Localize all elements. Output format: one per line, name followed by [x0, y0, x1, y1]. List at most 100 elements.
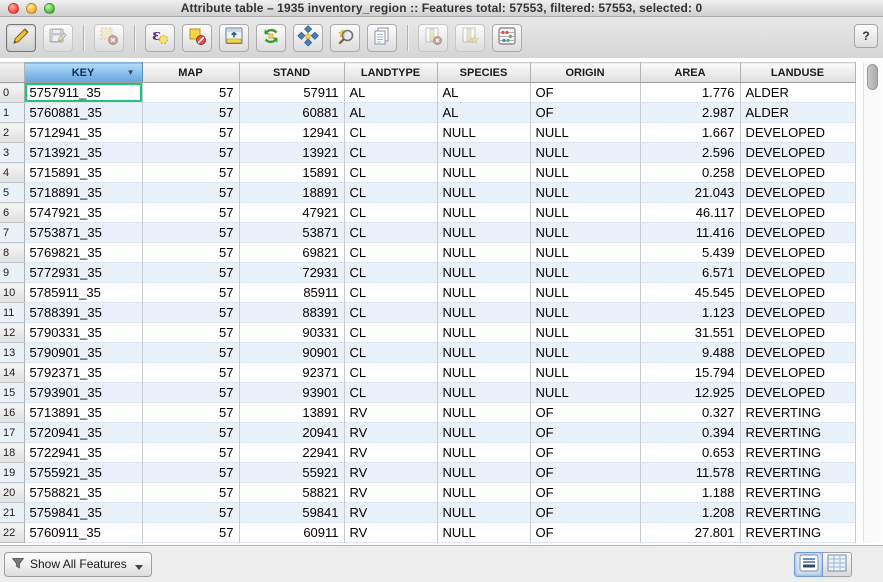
row-number[interactable]: 21 [0, 502, 25, 523]
cell-landtype[interactable]: CL [344, 302, 438, 323]
cell-origin[interactable]: OF [530, 522, 641, 543]
delete-column-button[interactable] [418, 23, 448, 52]
cell-area[interactable]: 6.571 [640, 262, 741, 283]
cell-map[interactable]: 57 [142, 482, 240, 503]
row-number[interactable]: 3 [0, 142, 25, 163]
cell-landuse[interactable]: ALDER [740, 82, 856, 103]
cell-origin[interactable]: NULL [530, 142, 641, 163]
pan-map-to-selected-button[interactable] [293, 23, 323, 52]
cell-stand[interactable]: 60881 [239, 102, 345, 123]
cell-map[interactable]: 57 [142, 522, 240, 543]
cell-landtype[interactable]: CL [344, 282, 438, 303]
cell-landuse[interactable]: DEVELOPED [740, 262, 856, 283]
cell-origin[interactable]: NULL [530, 202, 641, 223]
cell-map[interactable]: 57 [142, 182, 240, 203]
cell-origin[interactable]: OF [530, 102, 641, 123]
cell-key[interactable]: 5792371_35 [24, 362, 143, 383]
cell-species[interactable]: NULL [437, 382, 531, 403]
cell-species[interactable]: NULL [437, 422, 531, 443]
cell-origin[interactable]: NULL [530, 342, 641, 363]
table-view-button[interactable] [794, 552, 823, 577]
cell-stand[interactable]: 85911 [239, 282, 345, 303]
cell-species[interactable]: NULL [437, 182, 531, 203]
cell-species[interactable]: NULL [437, 322, 531, 343]
cell-landtype[interactable]: CL [344, 162, 438, 183]
row-number[interactable]: 16 [0, 402, 25, 423]
cell-origin[interactable]: NULL [530, 362, 641, 383]
cell-landtype[interactable]: RV [344, 422, 438, 443]
cell-landtype[interactable]: RV [344, 522, 438, 543]
cell-stand[interactable]: 13921 [239, 142, 345, 163]
cell-area[interactable]: 0.258 [640, 162, 741, 183]
cell-landuse[interactable]: DEVELOPED [740, 302, 856, 323]
cell-map[interactable]: 57 [142, 282, 240, 303]
cell-landuse[interactable]: DEVELOPED [740, 282, 856, 303]
cell-map[interactable]: 57 [142, 242, 240, 263]
cell-stand[interactable]: 90901 [239, 342, 345, 363]
cell-stand[interactable]: 12941 [239, 122, 345, 143]
cell-landtype[interactable]: CL [344, 202, 438, 223]
row-number[interactable]: 18 [0, 442, 25, 463]
cell-species[interactable]: NULL [437, 202, 531, 223]
cell-key[interactable]: 5760881_35 [24, 102, 143, 123]
cell-stand[interactable]: 93901 [239, 382, 345, 403]
cell-map[interactable]: 57 [142, 362, 240, 383]
cell-origin[interactable]: NULL [530, 162, 641, 183]
column-header-landuse[interactable]: LANDUSE [740, 62, 856, 83]
cell-area[interactable]: 12.925 [640, 382, 741, 403]
cell-key[interactable]: 5753871_35 [24, 222, 143, 243]
cell-landuse[interactable]: REVERTING [740, 442, 856, 463]
move-selection-to-top-button[interactable] [219, 23, 249, 52]
cell-stand[interactable]: 58821 [239, 482, 345, 503]
cell-area[interactable]: 1.188 [640, 482, 741, 503]
cell-landuse[interactable]: DEVELOPED [740, 222, 856, 243]
cell-stand[interactable]: 20941 [239, 422, 345, 443]
select-by-expression-button[interactable]: ε [145, 23, 175, 52]
cell-stand[interactable]: 15891 [239, 162, 345, 183]
cell-landuse[interactable]: DEVELOPED [740, 182, 856, 203]
cell-origin[interactable]: NULL [530, 302, 641, 323]
cell-map[interactable]: 57 [142, 202, 240, 223]
delete-selected-features-button[interactable] [94, 23, 124, 52]
cell-landuse[interactable]: REVERTING [740, 482, 856, 503]
cell-landtype[interactable]: RV [344, 402, 438, 423]
row-number[interactable]: 0 [0, 82, 25, 103]
row-number[interactable]: 19 [0, 462, 25, 483]
cell-area[interactable]: 0.327 [640, 402, 741, 423]
cell-stand[interactable]: 55921 [239, 462, 345, 483]
cell-area[interactable]: 9.488 [640, 342, 741, 363]
cell-species[interactable]: NULL [437, 362, 531, 383]
cell-map[interactable]: 57 [142, 402, 240, 423]
cell-species[interactable]: NULL [437, 342, 531, 363]
cell-landtype[interactable]: CL [344, 122, 438, 143]
cell-species[interactable]: NULL [437, 402, 531, 423]
cell-landuse[interactable]: DEVELOPED [740, 322, 856, 343]
cell-area[interactable]: 0.394 [640, 422, 741, 443]
close-window-button[interactable] [8, 2, 19, 14]
cell-key[interactable]: 5722941_35 [24, 442, 143, 463]
cell-origin[interactable]: OF [530, 402, 641, 423]
cell-key[interactable]: 5712941_35 [24, 122, 143, 143]
cell-area[interactable]: 2.987 [640, 102, 741, 123]
cell-stand[interactable]: 59841 [239, 502, 345, 523]
cell-origin[interactable]: NULL [530, 322, 641, 343]
cell-area[interactable]: 31.551 [640, 322, 741, 343]
row-number[interactable]: 17 [0, 422, 25, 443]
cell-key[interactable]: 5790901_35 [24, 342, 143, 363]
cell-species[interactable]: NULL [437, 262, 531, 283]
cell-landuse[interactable]: DEVELOPED [740, 202, 856, 223]
row-number-header[interactable] [0, 62, 25, 83]
cell-key[interactable]: 5720941_35 [24, 422, 143, 443]
cell-area[interactable]: 2.596 [640, 142, 741, 163]
cell-stand[interactable]: 88391 [239, 302, 345, 323]
cell-stand[interactable]: 53871 [239, 222, 345, 243]
cell-key[interactable]: 5760911_35 [24, 522, 143, 543]
save-edits-button[interactable] [43, 23, 73, 52]
row-number[interactable]: 5 [0, 182, 25, 203]
cell-landuse[interactable]: DEVELOPED [740, 162, 856, 183]
cell-stand[interactable]: 72931 [239, 262, 345, 283]
row-number[interactable]: 15 [0, 382, 25, 403]
cell-map[interactable]: 57 [142, 342, 240, 363]
row-number[interactable]: 10 [0, 282, 25, 303]
row-number[interactable]: 20 [0, 482, 25, 503]
